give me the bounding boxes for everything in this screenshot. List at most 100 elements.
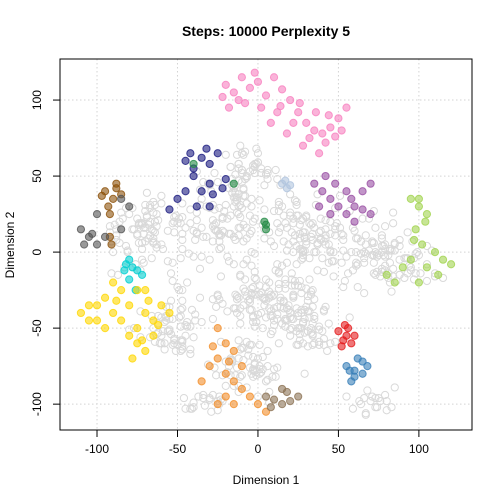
- point-background: [317, 215, 324, 222]
- point-navy: [206, 160, 213, 167]
- point-background: [298, 256, 305, 263]
- point-background: [148, 255, 155, 262]
- point-steelblue: [346, 367, 353, 374]
- point-pink: [299, 142, 306, 149]
- point-background: [182, 224, 189, 231]
- point-darkgray: [89, 230, 96, 237]
- point-limegreen: [439, 256, 446, 263]
- point-purple: [332, 180, 339, 187]
- point-purple: [351, 203, 358, 210]
- point-limegreen: [415, 279, 422, 286]
- point-orange: [198, 378, 205, 385]
- point-pink: [287, 96, 294, 103]
- point-navy: [214, 150, 221, 157]
- point-background: [214, 179, 221, 186]
- point-gold: [150, 332, 157, 339]
- point-background: [180, 394, 187, 401]
- point-background: [251, 323, 258, 330]
- point-background: [246, 306, 253, 313]
- point-navy: [203, 145, 210, 152]
- point-background: [227, 163, 234, 170]
- point-background: [290, 220, 297, 227]
- point-darkgray: [93, 210, 100, 217]
- point-pink: [295, 109, 302, 116]
- point-gold: [93, 317, 100, 324]
- point-background: [301, 370, 308, 377]
- point-gold: [129, 355, 136, 362]
- point-purple: [327, 210, 334, 217]
- point-background: [196, 265, 203, 272]
- point-gold: [142, 309, 149, 316]
- x-tick-label: -100: [85, 442, 109, 456]
- y-tick-label: 50: [30, 169, 44, 183]
- x-axis-label: Dimension 1: [233, 473, 300, 487]
- point-background: [340, 247, 347, 254]
- point-purple: [327, 195, 334, 202]
- point-brown: [113, 185, 120, 192]
- point-background: [213, 303, 220, 310]
- point-background: [370, 259, 377, 266]
- point-orange: [222, 370, 229, 377]
- point-background: [179, 305, 186, 312]
- point-cyan: [138, 271, 145, 278]
- point-tan: [295, 393, 302, 400]
- point-red: [351, 332, 358, 339]
- point-orange: [254, 401, 261, 408]
- point-background: [143, 189, 150, 196]
- point-pink: [270, 74, 277, 81]
- point-brown: [108, 241, 115, 248]
- point-background: [343, 393, 350, 400]
- point-background: [388, 288, 395, 295]
- y-axis: -100 -50 0 50 100: [30, 90, 60, 416]
- point-pink: [254, 78, 261, 85]
- point-pink: [306, 134, 313, 141]
- point-gold: [113, 297, 120, 304]
- point-background: [156, 340, 163, 347]
- point-background: [179, 297, 186, 304]
- point-limegreen: [407, 256, 414, 263]
- point-purple: [343, 210, 350, 217]
- point-navy: [193, 203, 200, 210]
- point-tan: [262, 393, 269, 400]
- point-background: [248, 262, 255, 269]
- point-background: [237, 142, 244, 149]
- point-background: [364, 387, 371, 394]
- point-background: [179, 245, 186, 252]
- point-purple: [359, 188, 366, 195]
- point-pink: [343, 104, 350, 111]
- point-pink: [251, 69, 258, 76]
- point-green: [190, 160, 197, 167]
- point-pink: [319, 130, 326, 137]
- point-limegreen: [447, 261, 454, 268]
- point-background: [256, 341, 263, 348]
- point-brown: [106, 210, 113, 217]
- point-background: [293, 261, 300, 268]
- point-gold: [101, 325, 108, 332]
- point-limegreen: [435, 271, 442, 278]
- point-gold: [93, 302, 100, 309]
- point-navy: [206, 203, 213, 210]
- point-navy: [174, 195, 181, 202]
- point-background: [217, 273, 224, 280]
- point-lightblue: [283, 185, 290, 192]
- points-layer: [77, 69, 454, 418]
- point-limegreen: [383, 271, 390, 278]
- point-orange: [214, 325, 221, 332]
- point-pink: [283, 130, 290, 137]
- point-navy: [198, 154, 205, 161]
- point-pink: [316, 150, 323, 157]
- point-gold: [126, 332, 133, 339]
- point-background: [253, 276, 260, 283]
- point-gold: [118, 287, 125, 294]
- point-background: [208, 408, 215, 415]
- point-background: [248, 195, 255, 202]
- point-gold: [145, 297, 152, 304]
- point-cyan: [126, 276, 133, 283]
- point-gold: [126, 302, 133, 309]
- point-background: [237, 320, 244, 327]
- point-pink: [296, 99, 303, 106]
- point-background: [370, 239, 377, 246]
- point-limegreen: [410, 236, 417, 243]
- point-tan: [270, 396, 277, 403]
